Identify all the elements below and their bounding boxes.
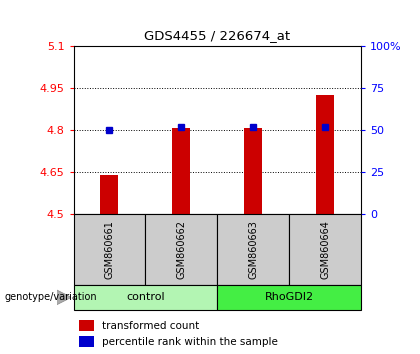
Text: GSM860662: GSM860662	[176, 220, 186, 279]
Bar	[316, 95, 334, 214]
Text: genotype/variation: genotype/variation	[4, 292, 97, 302]
FancyBboxPatch shape	[74, 214, 145, 285]
Bar	[79, 320, 94, 331]
Text: control: control	[126, 292, 165, 302]
Text: GSM860663: GSM860663	[248, 220, 258, 279]
Text: RhoGDI2: RhoGDI2	[265, 292, 314, 302]
Bar	[244, 128, 262, 214]
Text: GSM860661: GSM860661	[105, 220, 115, 279]
FancyBboxPatch shape	[145, 214, 218, 285]
FancyBboxPatch shape	[218, 214, 289, 285]
Polygon shape	[57, 290, 71, 305]
Text: percentile rank within the sample: percentile rank within the sample	[102, 337, 278, 347]
Text: GSM860664: GSM860664	[320, 220, 330, 279]
Bar	[100, 176, 118, 214]
FancyBboxPatch shape	[218, 285, 361, 310]
Title: GDS4455 / 226674_at: GDS4455 / 226674_at	[144, 29, 290, 42]
Bar	[79, 336, 94, 347]
FancyBboxPatch shape	[289, 214, 361, 285]
Text: transformed count: transformed count	[102, 321, 200, 331]
Bar	[172, 128, 190, 214]
FancyBboxPatch shape	[74, 285, 218, 310]
